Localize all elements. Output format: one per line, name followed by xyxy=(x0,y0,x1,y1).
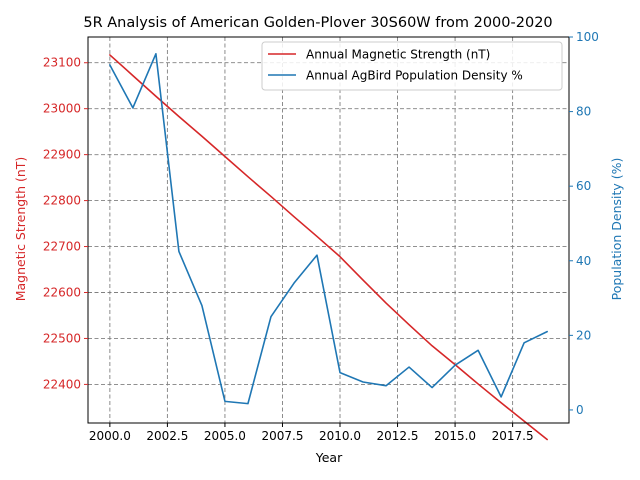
y-right-tick-label: 100 xyxy=(576,30,599,44)
y-left-tick-label: 23000 xyxy=(43,102,81,116)
x-tick-label: 2010.0 xyxy=(319,429,361,443)
y-axis-right: 0 20 40 60 80 100 xyxy=(569,30,599,417)
x-axis-label: Year xyxy=(315,450,343,465)
y-right-tick-label: 60 xyxy=(576,179,591,193)
y-right-tick-label: 40 xyxy=(576,254,591,268)
plot-area xyxy=(87,36,570,424)
y-axis-right-label: Population Density (%) xyxy=(609,158,624,301)
y-left-tick-label: 22800 xyxy=(43,194,81,208)
chart-title: 5R Analysis of American Golden-Plover 30… xyxy=(83,15,552,31)
x-tick-label: 2002.5 xyxy=(146,429,188,443)
legend: Annual Magnetic Strength (nT) Annual AgBi… xyxy=(261,41,563,91)
x-tick-label: 2005.0 xyxy=(204,429,246,443)
y-right-tick-label: 20 xyxy=(576,328,591,342)
x-tick-label: 2000.0 xyxy=(89,429,131,443)
series-line-1 xyxy=(109,54,548,441)
legend-label: Annual Magnetic Strength (nT) xyxy=(306,48,490,62)
y-right-tick-label: 0 xyxy=(576,403,584,417)
x-tick-label: 2015.0 xyxy=(434,429,476,443)
y-left-tick-label: 22400 xyxy=(43,377,81,391)
y-left-tick-label: 23100 xyxy=(43,56,81,70)
y-axis-left-label: Magnetic Strength (nT) xyxy=(13,157,28,302)
x-tick-label: 2007.5 xyxy=(261,429,303,443)
y-left-tick-label: 22600 xyxy=(43,285,81,299)
series-lines xyxy=(109,52,548,441)
x-axis: 2000.0 2002.5 2005.0 2007.5 2010.0 2012.5 2015… xyxy=(89,423,534,443)
x-tick-label: 2012.5 xyxy=(377,429,419,443)
y-right-tick-label: 80 xyxy=(576,105,591,119)
y-left-tick-label: 22700 xyxy=(43,240,81,254)
legend-label: Annual AgBird Population Density % xyxy=(306,69,523,83)
legend-box xyxy=(261,41,563,91)
y-left-tick-label: 22900 xyxy=(43,148,81,162)
x-tick-label: 2017.5 xyxy=(492,429,534,443)
y-left-tick-label: 22500 xyxy=(43,331,81,345)
series-line-2 xyxy=(109,52,548,405)
y-axis-left: 22400 22500 22600 22700 22800 22900 23000 23100 xyxy=(43,56,88,391)
